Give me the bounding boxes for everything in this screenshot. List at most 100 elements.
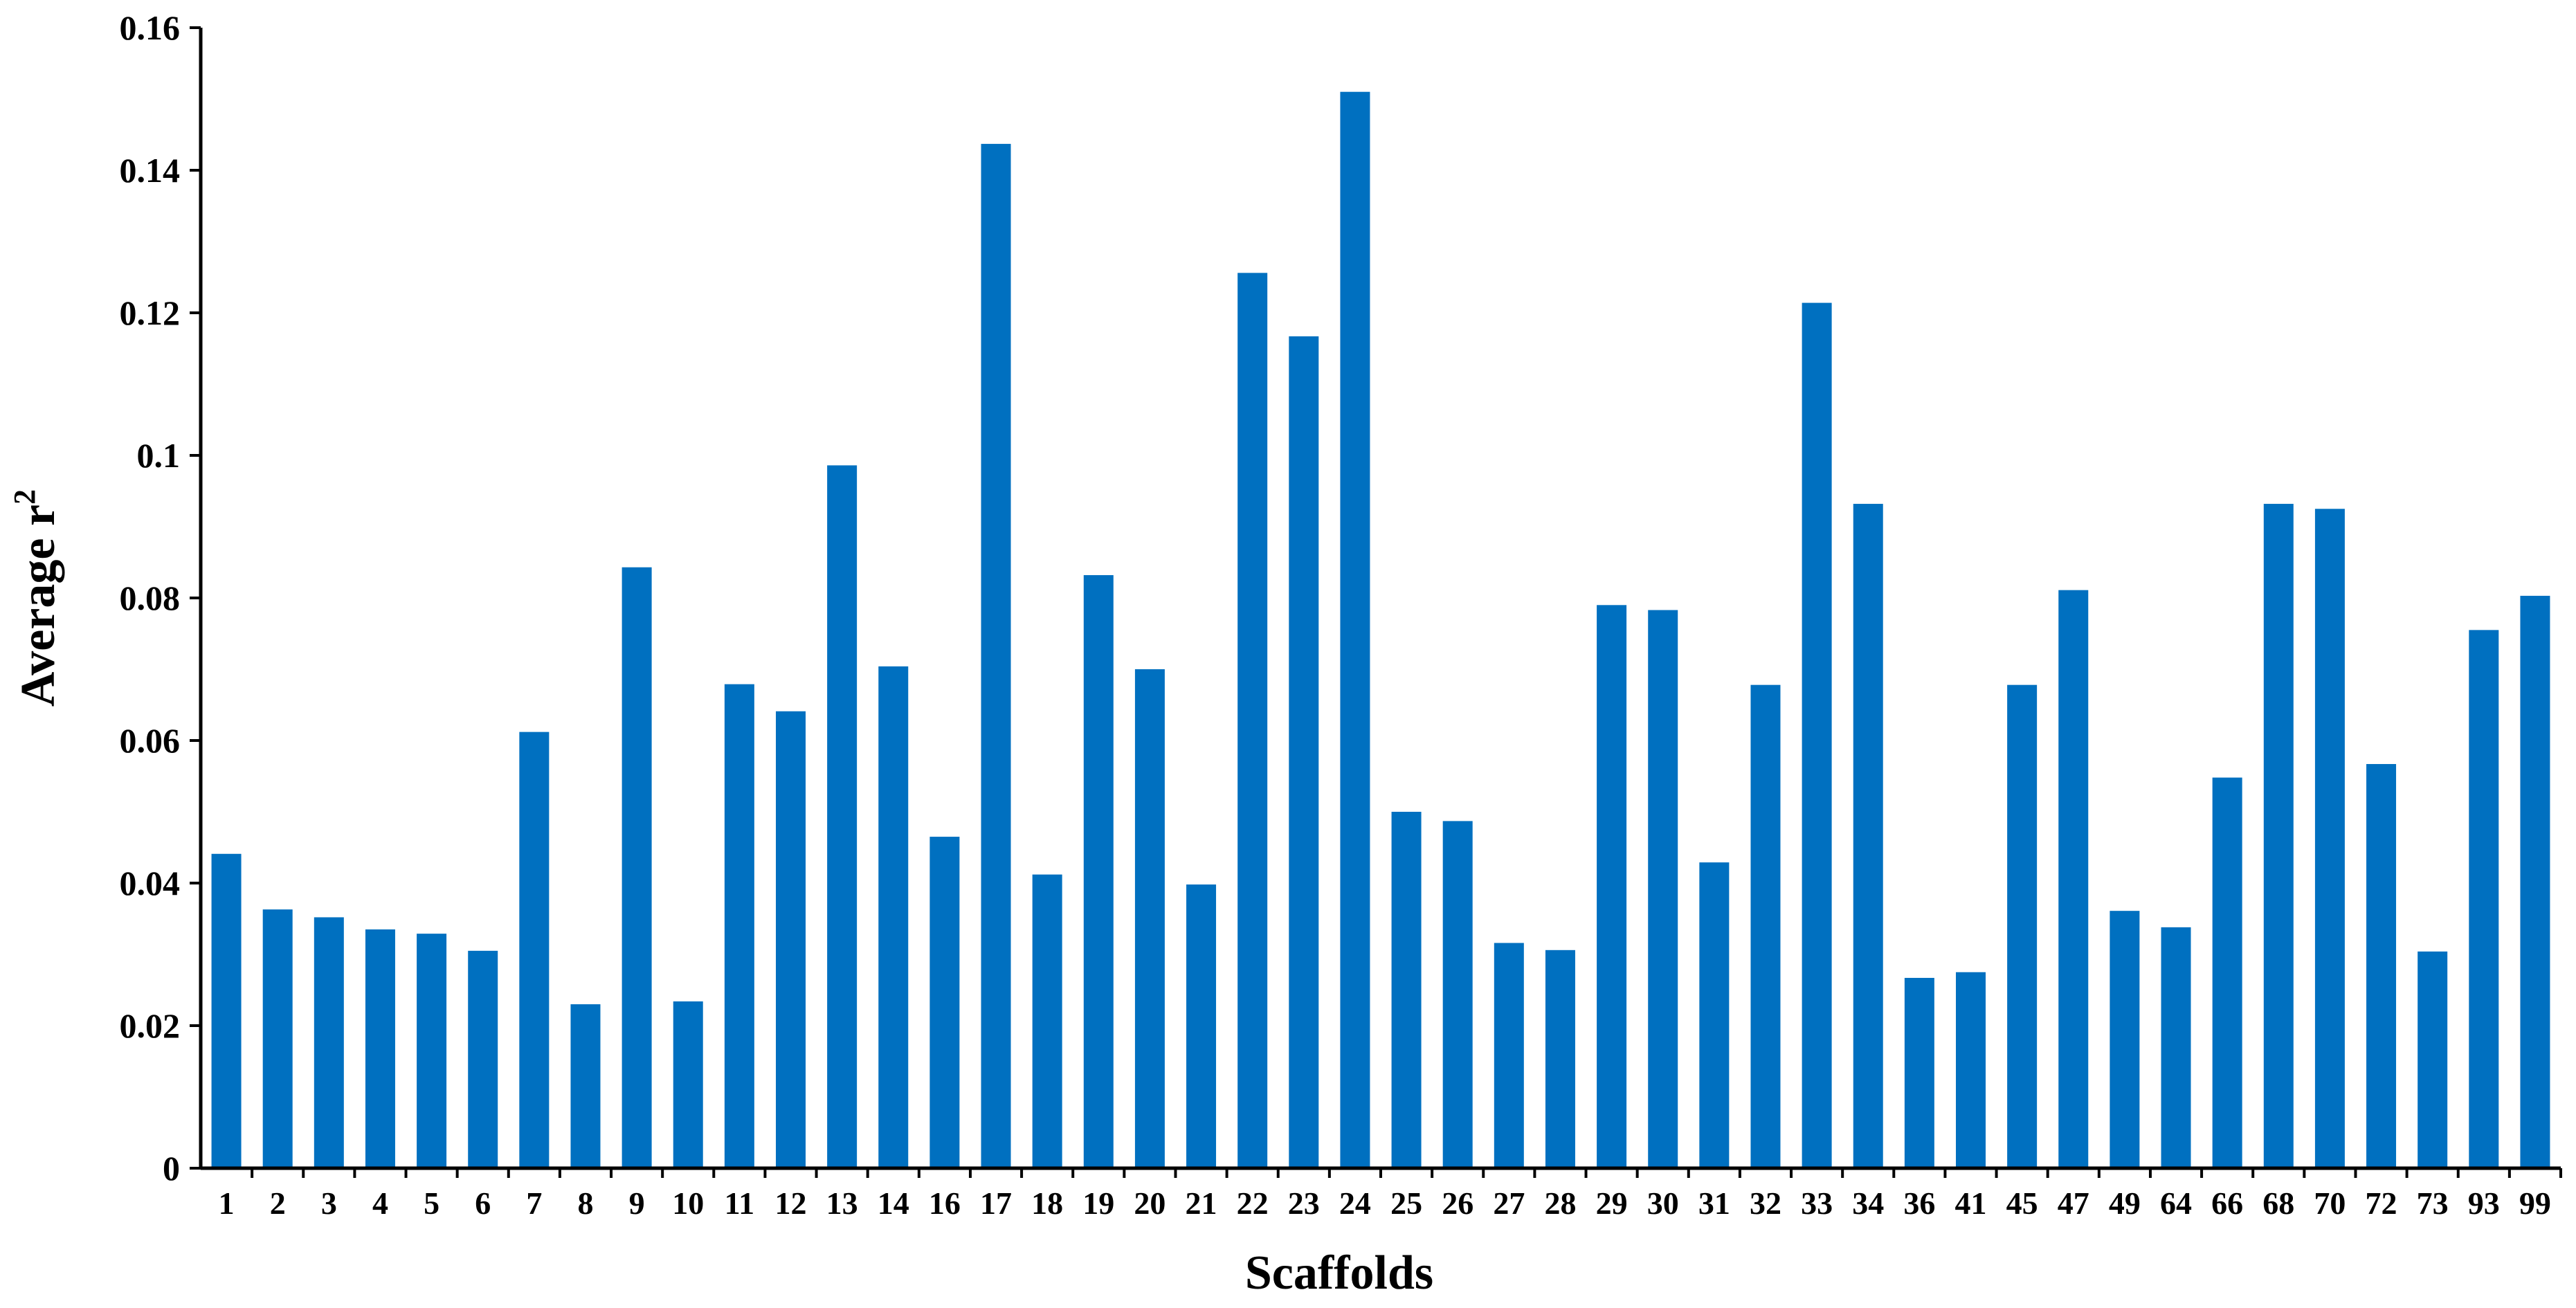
bar-scaffold-17 bbox=[981, 143, 1011, 1168]
bar-scaffold-41 bbox=[1956, 972, 1986, 1168]
bar-scaffold-7 bbox=[519, 732, 550, 1168]
bar-scaffold-31 bbox=[1699, 862, 1730, 1168]
x-tick-label: 34 bbox=[1852, 1186, 1884, 1221]
x-tick-label: 93 bbox=[2468, 1186, 2500, 1221]
x-tick-label: 41 bbox=[1955, 1186, 1987, 1221]
bar-scaffold-26 bbox=[1442, 821, 1473, 1168]
bar-scaffold-3 bbox=[314, 917, 344, 1168]
bar-scaffold-30 bbox=[1648, 610, 1678, 1168]
x-tick-label: 45 bbox=[2006, 1186, 2038, 1221]
x-tick-label: 12 bbox=[775, 1186, 807, 1221]
bar-scaffold-93 bbox=[2469, 630, 2499, 1168]
x-tick-label: 18 bbox=[1031, 1186, 1063, 1221]
bar-scaffold-8 bbox=[570, 1004, 601, 1168]
y-axis-title-superscript: 2 bbox=[8, 489, 42, 505]
x-tick-label: 6 bbox=[475, 1186, 491, 1221]
bar-scaffold-33 bbox=[1802, 302, 1832, 1169]
x-tick-label: 72 bbox=[2366, 1186, 2397, 1221]
x-tick-label: 16 bbox=[929, 1186, 961, 1221]
bar-scaffold-29 bbox=[1597, 605, 1627, 1168]
y-tick-label: 0.12 bbox=[120, 293, 181, 332]
bar-scaffold-6 bbox=[468, 950, 498, 1168]
x-tick-label: 64 bbox=[2160, 1186, 2192, 1221]
bar-scaffold-64 bbox=[2161, 927, 2191, 1168]
x-tick-label: 2 bbox=[270, 1186, 286, 1221]
x-tick-label: 7 bbox=[526, 1186, 542, 1221]
bar-scaffold-36 bbox=[1904, 977, 1934, 1168]
x-tick-label: 3 bbox=[321, 1186, 337, 1221]
x-tick-label: 14 bbox=[878, 1186, 909, 1221]
y-axis-title: Average r2 bbox=[8, 489, 65, 707]
x-tick-label: 24 bbox=[1339, 1186, 1371, 1221]
bar-scaffold-72 bbox=[2366, 763, 2397, 1168]
x-tick-label: 99 bbox=[2519, 1186, 2551, 1221]
x-tick-label: 33 bbox=[1801, 1186, 1833, 1221]
x-tick-label: 11 bbox=[725, 1186, 754, 1221]
y-tick-label: 0.16 bbox=[120, 8, 181, 47]
y-tick-label: 0.08 bbox=[120, 579, 181, 617]
bar-scaffold-14 bbox=[878, 666, 909, 1168]
bar-scaffold-20 bbox=[1134, 669, 1165, 1168]
bar-scaffold-47 bbox=[2058, 590, 2089, 1168]
x-tick-label: 31 bbox=[1698, 1186, 1730, 1221]
x-tick-label: 9 bbox=[629, 1186, 645, 1221]
bar-scaffold-4 bbox=[365, 929, 395, 1168]
x-tick-label: 32 bbox=[1750, 1186, 1781, 1221]
x-tick-label: 21 bbox=[1186, 1186, 1217, 1221]
bars-group bbox=[211, 91, 2550, 1169]
x-tick-label: 29 bbox=[1596, 1186, 1628, 1221]
x-tick-label: 1 bbox=[219, 1186, 235, 1221]
bar-scaffold-19 bbox=[1083, 575, 1114, 1168]
y-axis-ticks: 0 0.02 0.04 0.06 0.08 0.1 0.12 0.14 0.16 bbox=[120, 8, 201, 1188]
bar-scaffold-49 bbox=[2110, 911, 2140, 1168]
bar-scaffold-73 bbox=[2418, 951, 2448, 1168]
y-tick-label: 0.1 bbox=[137, 436, 181, 475]
bar-scaffold-12 bbox=[776, 711, 806, 1168]
x-tick-label: 10 bbox=[672, 1186, 704, 1221]
x-tick-label: 27 bbox=[1493, 1186, 1525, 1221]
x-tick-label: 68 bbox=[2262, 1186, 2294, 1221]
bar-scaffold-13 bbox=[827, 465, 858, 1168]
bar-scaffold-32 bbox=[1750, 684, 1781, 1168]
y-tick-label: 0.04 bbox=[120, 864, 181, 902]
bar-scaffold-16 bbox=[929, 837, 960, 1168]
x-tick-label: 66 bbox=[2211, 1186, 2243, 1221]
bar-scaffold-18 bbox=[1032, 874, 1062, 1168]
bar-scaffold-70 bbox=[2314, 509, 2345, 1168]
x-tick-label: 22 bbox=[1237, 1186, 1269, 1221]
x-tick-label: 20 bbox=[1134, 1186, 1165, 1221]
y-tick-label: 0.06 bbox=[120, 721, 181, 760]
bar-scaffold-10 bbox=[673, 1001, 703, 1168]
bar-scaffold-66 bbox=[2212, 777, 2242, 1168]
bar-scaffold-22 bbox=[1237, 273, 1268, 1168]
x-tick-label: 30 bbox=[1647, 1186, 1679, 1221]
x-tick-label: 5 bbox=[424, 1186, 439, 1221]
y-tick-label: 0.14 bbox=[120, 151, 181, 190]
x-tick-label: 25 bbox=[1390, 1186, 1422, 1221]
bar-scaffold-1 bbox=[211, 853, 242, 1168]
y-tick-label: 0 bbox=[163, 1149, 180, 1188]
x-tick-label: 23 bbox=[1288, 1186, 1320, 1221]
x-tick-label: 17 bbox=[980, 1186, 1012, 1221]
x-tick-label: 26 bbox=[1442, 1186, 1473, 1221]
y-axis-title-main: Average r bbox=[12, 505, 65, 707]
bar-scaffold-99 bbox=[2520, 595, 2550, 1168]
x-tick-label: 13 bbox=[826, 1186, 858, 1221]
bar-scaffold-9 bbox=[622, 567, 652, 1168]
x-axis-ticks: 1 2 3 4 5 6 7 8 9 10 11 12 13 14 16 17 18 19 20 21 22 23 24 25 2… bbox=[219, 1168, 2562, 1221]
x-axis-title: Scaffolds bbox=[1245, 1246, 1433, 1300]
x-tick-label: 49 bbox=[2109, 1186, 2141, 1221]
bar-scaffold-45 bbox=[2007, 684, 2038, 1168]
bar-scaffold-11 bbox=[724, 684, 754, 1168]
bar-scaffold-23 bbox=[1289, 336, 1319, 1168]
x-tick-label: 4 bbox=[372, 1186, 388, 1221]
bar-scaffold-21 bbox=[1186, 884, 1217, 1168]
x-tick-label: 36 bbox=[1903, 1186, 1935, 1221]
bar-scaffold-34 bbox=[1853, 504, 1883, 1168]
bar-scaffold-25 bbox=[1391, 812, 1422, 1168]
x-tick-label: 8 bbox=[577, 1186, 593, 1221]
x-tick-label: 73 bbox=[2417, 1186, 2449, 1221]
x-tick-label: 28 bbox=[1544, 1186, 1576, 1221]
bar-scaffold-27 bbox=[1494, 943, 1524, 1168]
